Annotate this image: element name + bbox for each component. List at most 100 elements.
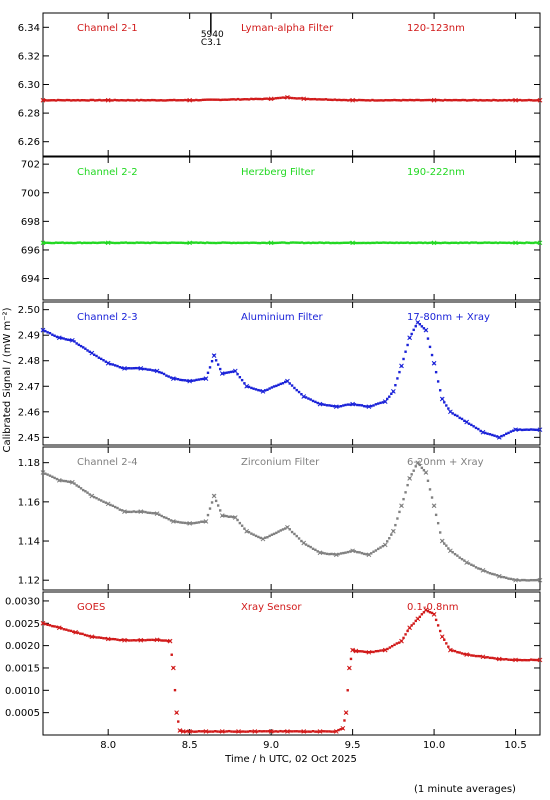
data-point (501, 241, 504, 244)
data-point (111, 363, 115, 366)
data-point (536, 578, 539, 582)
data-point (60, 479, 63, 482)
data-point (247, 98, 251, 101)
data-point (65, 628, 68, 631)
data-point (527, 98, 531, 102)
data-point (97, 636, 101, 639)
point-stroke (537, 97, 543, 103)
data-point (219, 371, 225, 376)
data-point (493, 657, 496, 660)
point-stroke (439, 396, 445, 402)
data-point (55, 335, 59, 339)
data-point (309, 398, 312, 401)
data-point (437, 241, 440, 245)
panel-1: 6.26 6.28 6.30 6.32 6.34 Channel 2-1 Lyman-alp… (18, 12, 543, 157)
series-markers (40, 607, 543, 734)
data-point (104, 241, 108, 245)
x-tick-label: 10.0 (423, 740, 445, 751)
data-point (206, 98, 209, 101)
data-point (96, 99, 99, 102)
data-point (470, 563, 473, 566)
data-point (468, 99, 471, 102)
data-point (283, 96, 287, 99)
point-stroke (268, 729, 274, 734)
data-point (300, 97, 303, 100)
data-point (175, 241, 178, 244)
data-point (105, 360, 111, 366)
data-point (66, 338, 70, 341)
point-stroke (480, 429, 486, 435)
data-point (221, 241, 224, 244)
data-point (97, 356, 101, 359)
data-point (195, 241, 198, 244)
data-point (340, 725, 346, 731)
data-point (88, 350, 91, 353)
data-point (439, 396, 445, 402)
data-point (210, 98, 213, 101)
data-point (311, 547, 315, 551)
data-point (164, 241, 167, 244)
data-point (63, 99, 66, 102)
data-point (73, 629, 78, 635)
data-point (300, 730, 303, 733)
data-point (228, 729, 231, 733)
data-point (516, 428, 519, 432)
data-point (40, 470, 46, 475)
data-point (177, 241, 180, 244)
data-point (441, 241, 445, 245)
data-point (446, 98, 449, 102)
point-stroke (480, 654, 486, 660)
data-point (267, 97, 271, 101)
data-point (502, 575, 506, 579)
data-point (532, 241, 535, 245)
point-stroke (56, 335, 62, 341)
data-point (85, 99, 88, 102)
point-stroke (537, 657, 543, 663)
data-point (450, 241, 453, 245)
data-point (293, 532, 296, 536)
data-point (48, 624, 52, 627)
data-point (323, 552, 326, 555)
data-point (424, 98, 427, 102)
point-stroke (301, 96, 307, 102)
data-point (266, 536, 269, 539)
data-point (525, 658, 528, 662)
y-tick-label: 2.45 (18, 433, 40, 444)
data-point (373, 99, 376, 102)
data-point (399, 638, 404, 644)
point-stroke (105, 240, 111, 246)
data-point (179, 241, 183, 244)
data-point (64, 479, 68, 483)
data-point (421, 241, 425, 245)
data-point (290, 96, 294, 100)
data-point (144, 99, 147, 102)
point-stroke (333, 404, 339, 410)
data-point (451, 551, 454, 554)
data-point (448, 548, 453, 554)
data-point (202, 730, 205, 733)
data-point (536, 428, 539, 432)
data-point (272, 385, 276, 388)
data-point (197, 521, 201, 524)
data-point (390, 533, 393, 536)
data-point (154, 511, 160, 516)
data-point (53, 476, 56, 480)
data-point (398, 370, 401, 374)
data-point (460, 557, 464, 561)
data-point (211, 730, 215, 733)
data-point (408, 241, 412, 245)
data-point (527, 579, 531, 582)
point-stroke (268, 96, 274, 102)
data-point (252, 387, 255, 390)
data-point (120, 241, 123, 244)
data-point (386, 99, 390, 102)
data-point (456, 554, 459, 557)
point-stroke (154, 637, 160, 643)
data-point (223, 730, 226, 733)
x-tick-label: 9.0 (263, 740, 279, 751)
data-point (284, 380, 287, 384)
point-stroke (301, 394, 307, 399)
data-point (81, 488, 85, 492)
data-point (415, 616, 421, 622)
data-point (206, 371, 210, 375)
